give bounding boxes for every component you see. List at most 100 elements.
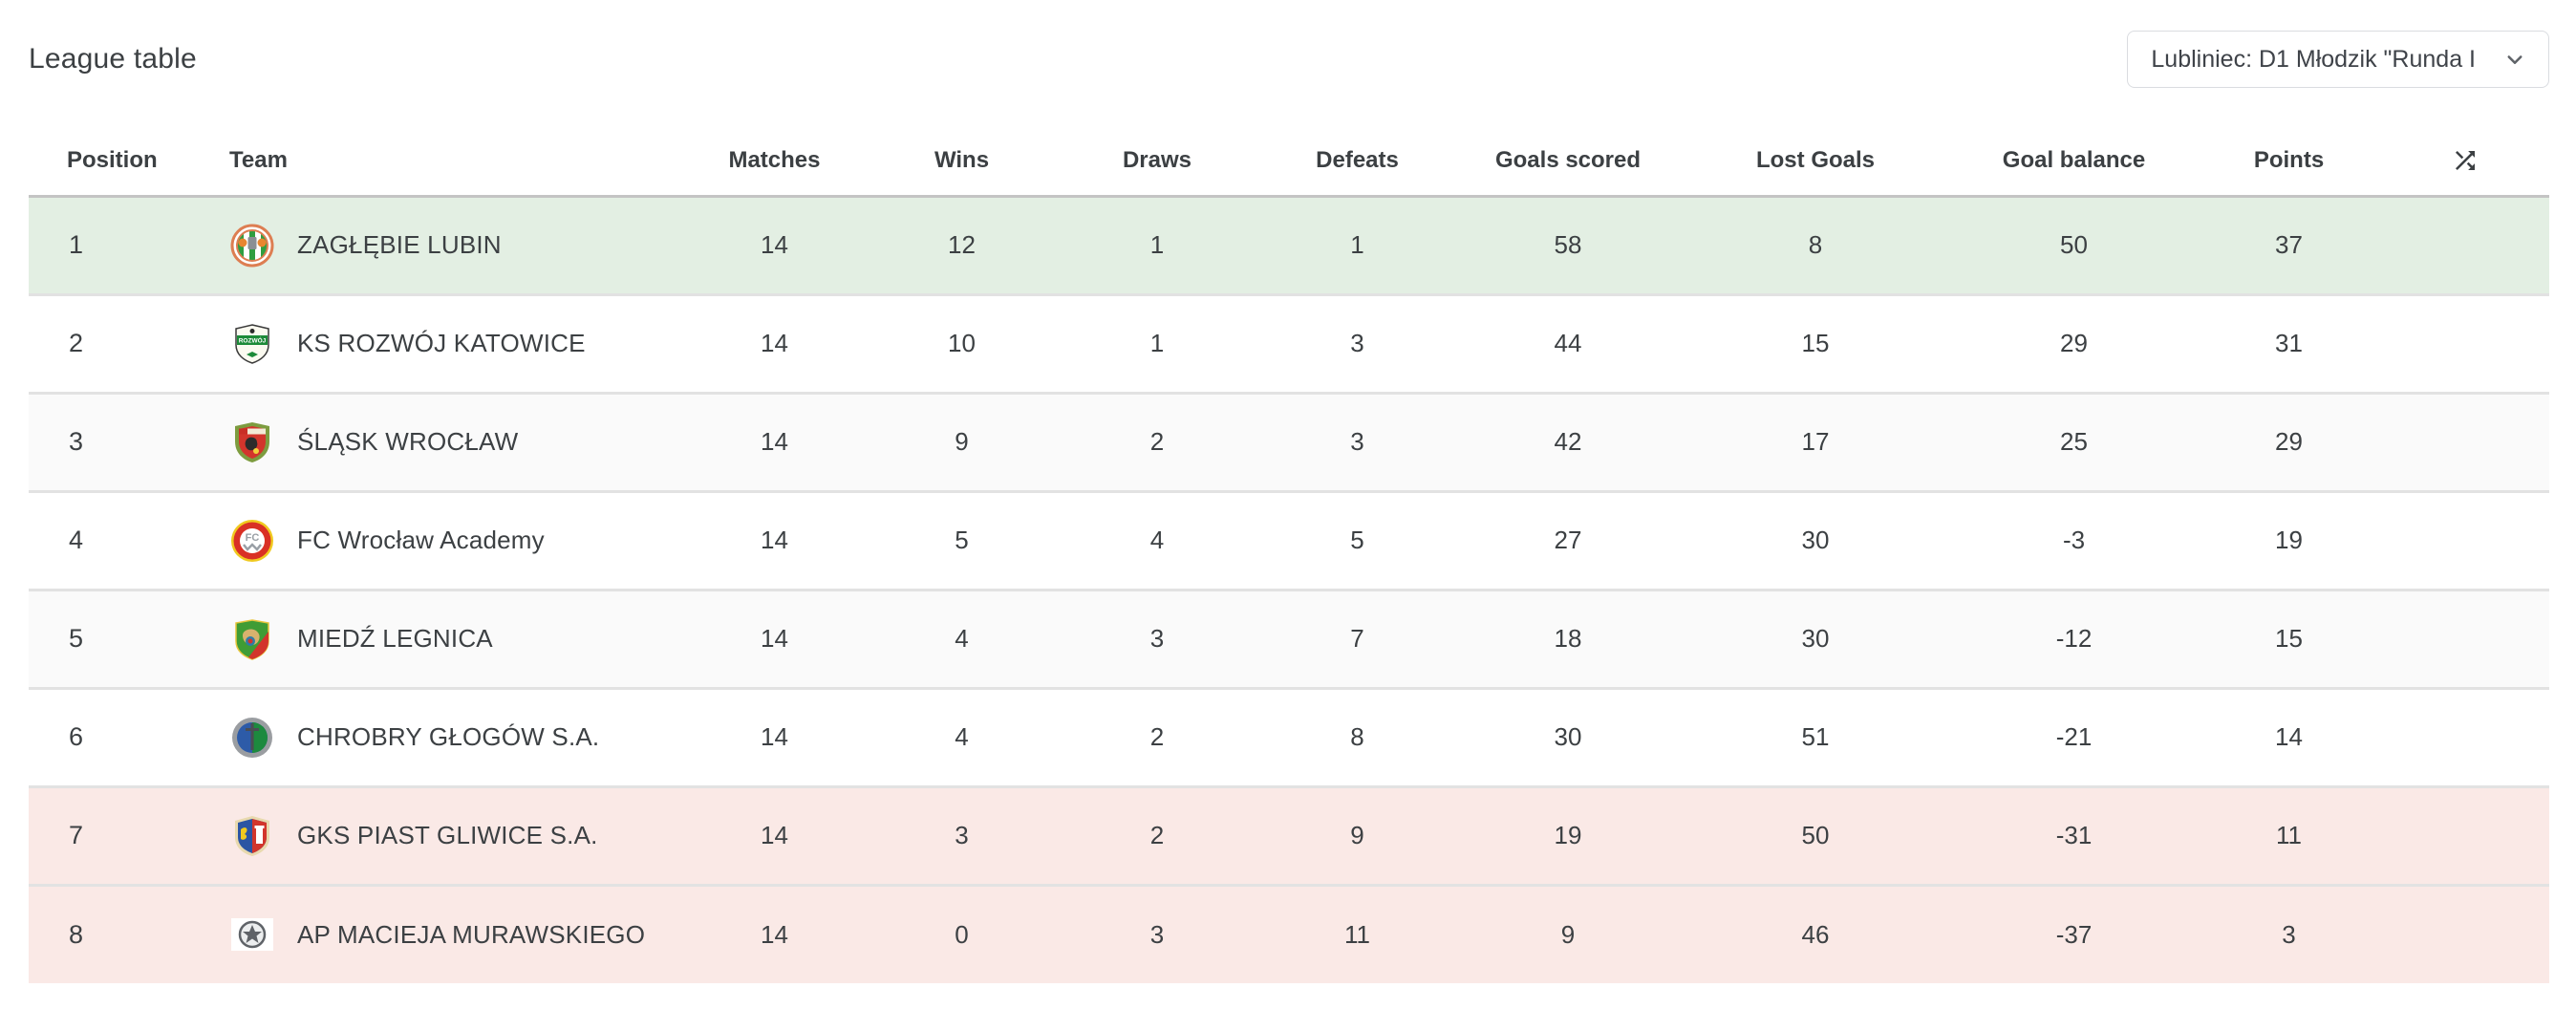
goals-scored-cell: 58 (1554, 230, 1582, 259)
table-row: 2 ROZWÓJ KS ROZWÓJ KATOWICE 14 10 1 3 44… (29, 292, 2549, 393)
defeats-cell: 11 (1259, 883, 1455, 983)
team-cell: ROZWÓJ KS ROZWÓJ KATOWICE (229, 292, 680, 393)
chrobry-glogow-crest-icon (229, 715, 275, 761)
matches-cell: 14 (761, 230, 788, 259)
position-cell: 7 (29, 784, 229, 885)
goal-balance-cell: -12 (1950, 588, 2198, 688)
lost-goals-cell: 46 (1681, 883, 1950, 983)
goals-scored-cell: 9 (1455, 883, 1681, 983)
points-cell: 14 (2198, 686, 2380, 786)
table-body: 1 ZAGŁĘBIE LUBIN 14 12 1 1 58 8 50 37 2 (29, 196, 2549, 983)
column-header-points: Points (2198, 112, 2380, 198)
wins-cell: 4 (869, 686, 1055, 786)
table-row: 5 MIEDŹ LEGNICA 14 4 3 7 18 30 -12 15 (29, 588, 2549, 688)
draws-cell: 4 (1055, 489, 1259, 590)
season-select-dropdown[interactable]: Lubliniec: D1 Młodzik "Runda I (2127, 31, 2549, 88)
team: FC FC Wrocław Academy (229, 518, 680, 564)
table-row: 7 GKS PIAST GLIWICE S.A. 14 3 2 9 19 50 … (29, 784, 2549, 885)
goal-balance-cell: -31 (1950, 784, 2198, 885)
column-header-goal-balance: Goal balance (1950, 112, 2198, 198)
ap-murawskiego-crest-icon (229, 912, 275, 957)
points-cell: 15 (2198, 588, 2380, 688)
team-cell: ZAGŁĘBIE LUBIN (229, 196, 680, 294)
table-row: 1 ZAGŁĘBIE LUBIN 14 12 1 1 58 8 50 37 (29, 196, 2549, 294)
season-select-value: Lubliniec: D1 Młodzik "Runda I (2151, 45, 2476, 73)
team-cell: FC FC Wrocław Academy (229, 489, 680, 590)
column-header-defeats: Defeats (1259, 112, 1455, 198)
team-cell: CHROBRY GŁOGÓW S.A. (229, 686, 680, 786)
matches-cell: 14 (680, 883, 869, 983)
matches-cell: 14 (680, 489, 869, 590)
team-name: ŚLĄSK WROCŁAW (297, 427, 519, 456)
column-header-sort (2380, 112, 2549, 198)
draws-cell: 2 (1055, 686, 1259, 786)
points-cell: 11 (2198, 784, 2380, 885)
wins-cell: 5 (869, 489, 1055, 590)
table-row: 4 FC FC Wrocław Academy 14 5 4 5 27 30 -… (29, 489, 2549, 590)
matches-cell: 14 (680, 292, 869, 393)
team-name: FC Wrocław Academy (297, 526, 545, 554)
position-cell: 4 (29, 489, 229, 590)
team-cell: GKS PIAST GLIWICE S.A. (229, 784, 680, 885)
defeats-cell: 3 (1259, 292, 1455, 393)
page-title: League table (29, 43, 197, 75)
sort-cell (2380, 196, 2549, 294)
slask-wroclaw-crest-icon (229, 419, 275, 465)
team-cell: ŚLĄSK WROCŁAW (229, 391, 680, 491)
team-cell: AP MACIEJA MURAWSKIEGO (229, 883, 680, 983)
lost-goals-cell: 30 (1681, 489, 1950, 590)
draws-cell: 1 (1149, 230, 1165, 259)
column-header-position: Position (29, 112, 229, 198)
wins-cell: 12 (948, 230, 976, 259)
matches-cell: 14 (680, 391, 869, 491)
sort-cell (2380, 391, 2549, 491)
goals-scored-cell: 44 (1455, 292, 1681, 393)
svg-text:ROZWÓJ: ROZWÓJ (239, 335, 267, 344)
lost-goals-cell: 15 (1681, 292, 1950, 393)
goals-scored-cell: 30 (1455, 686, 1681, 786)
defeats-cell: 1 (1350, 230, 1364, 259)
goal-balance-cell: 29 (1950, 292, 2198, 393)
draws-cell: 3 (1055, 588, 1259, 688)
topbar: League table Lubliniec: D1 Młodzik "Rund… (29, 0, 2549, 88)
column-header-goals-scored: Goals scored (1455, 112, 1681, 198)
team: ŚLĄSK WROCŁAW (229, 419, 680, 465)
chevron-down-icon (2507, 55, 2522, 64)
team-name: CHROBRY GŁOGÓW S.A. (297, 722, 600, 751)
team: ROZWÓJ KS ROZWÓJ KATOWICE (229, 321, 680, 367)
matches-cell: 14 (680, 588, 869, 688)
rozwoj-katowice-crest-icon: ROZWÓJ (229, 321, 275, 367)
matches-cell: 14 (680, 686, 869, 786)
lost-goals-cell: 30 (1681, 588, 1950, 688)
shuffle-icon[interactable] (2451, 146, 2479, 175)
goal-balance-cell: 25 (1950, 391, 2198, 491)
goal-balance-cell: -21 (1950, 686, 2198, 786)
sort-cell (2380, 588, 2549, 688)
team-name: ZAGŁĘBIE LUBIN (297, 230, 502, 259)
table-header: Position Team Matches Wins Draws Defeats Goals… (29, 112, 2549, 198)
matches-cell: 14 (680, 784, 869, 885)
column-header-wins: Wins (869, 112, 1055, 198)
defeats-cell: 3 (1259, 391, 1455, 491)
position-cell: 8 (29, 883, 229, 983)
team: GKS PIAST GLIWICE S.A. (229, 813, 680, 859)
points-cell: 37 (2275, 230, 2303, 259)
team-name: GKS PIAST GLIWICE S.A. (297, 821, 598, 849)
lost-goals-cell: 8 (1808, 230, 1823, 259)
position-cell: 5 (29, 588, 229, 688)
position-cell: 6 (29, 686, 229, 786)
goals-scored-cell: 18 (1455, 588, 1681, 688)
table-row: 6 CHROBRY GŁOGÓW S.A. 14 4 2 8 30 51 -21… (29, 686, 2549, 786)
table-header-row: Position Team Matches Wins Draws Defeats Goals… (29, 112, 2549, 198)
defeats-cell: 5 (1259, 489, 1455, 590)
defeats-cell: 8 (1259, 686, 1455, 786)
zaglebie-lubin-crest-icon (229, 223, 275, 268)
points-cell: 3 (2198, 883, 2380, 983)
goal-balance-cell: -37 (1950, 883, 2198, 983)
lost-goals-cell: 17 (1681, 391, 1950, 491)
wins-cell: 3 (869, 784, 1055, 885)
lost-goals-cell: 50 (1681, 784, 1950, 885)
table-row: 8 AP MACIEJA MURAWSKIEGO 14 0 3 11 9 46 … (29, 883, 2549, 983)
draws-cell: 2 (1055, 391, 1259, 491)
team: ZAGŁĘBIE LUBIN (229, 223, 680, 268)
